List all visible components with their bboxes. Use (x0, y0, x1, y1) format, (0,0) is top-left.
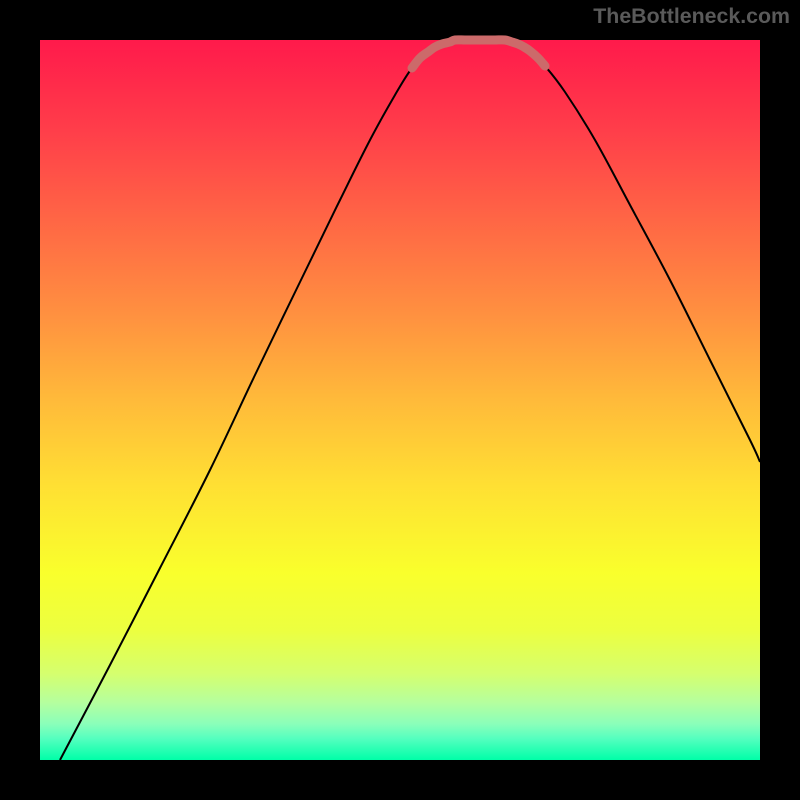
bottleneck-chart: TheBottleneck.com (0, 0, 800, 800)
chart-svg (0, 0, 800, 800)
watermark-label: TheBottleneck.com (593, 4, 790, 29)
chart-plot-area (40, 40, 760, 760)
